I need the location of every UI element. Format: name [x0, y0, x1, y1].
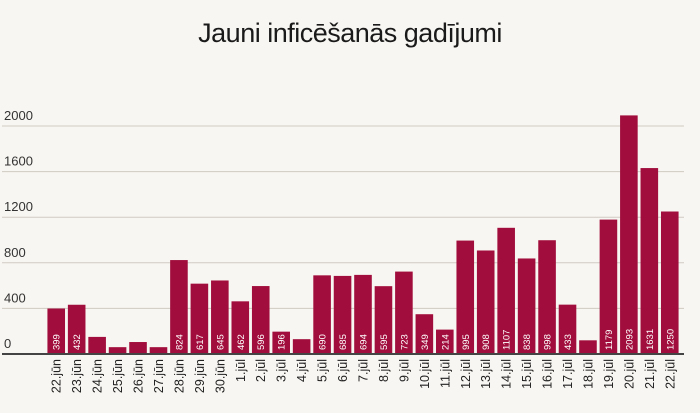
x-tick-label: 25.jūn — [111, 359, 125, 393]
bar — [415, 314, 434, 354]
x-tick-label: 7.jūl — [357, 359, 371, 382]
x-tick-label: 26.jūn — [132, 359, 146, 393]
bar — [333, 275, 352, 354]
data-label: 723 — [399, 334, 410, 350]
x-tick-label: 10.jūl — [418, 359, 432, 389]
data-label: 433 — [563, 334, 574, 350]
bar — [231, 301, 250, 354]
bar — [292, 339, 311, 354]
bar — [599, 219, 618, 354]
x-tick-label: 13.jūl — [479, 359, 493, 389]
data-label: 462 — [236, 334, 247, 350]
x-tick-label: 29.jūn — [193, 359, 207, 393]
data-label: 998 — [543, 334, 554, 350]
x-tick-label: 11.jūl — [438, 359, 452, 388]
x-tick-label: 20.jūl — [622, 359, 636, 389]
bar — [579, 340, 597, 354]
chart-title: Jauni inficēšanās gadījumi — [198, 18, 502, 48]
x-tick-label: 30.jūn — [213, 359, 227, 393]
x-tick-label: 8.jūl — [377, 359, 391, 382]
x-tick-label: 21.jūl — [643, 359, 657, 389]
data-label: 1631 — [645, 329, 656, 350]
bar — [88, 336, 106, 354]
data-label: 838 — [522, 334, 533, 350]
data-label: 824 — [174, 334, 185, 350]
bar — [149, 347, 168, 354]
x-tick-label: 24.jūn — [91, 359, 105, 393]
bar — [558, 304, 577, 354]
x-tick-label: 6.jūl — [336, 359, 350, 382]
bar — [211, 280, 229, 354]
y-tick-label: 1600 — [4, 154, 33, 169]
x-tick-label: 9.jūl — [397, 359, 411, 382]
bar — [129, 342, 147, 354]
data-label: 694 — [359, 334, 370, 350]
y-tick-label: 1200 — [4, 199, 33, 214]
bar — [660, 211, 679, 354]
bar — [517, 258, 536, 354]
x-tick-label: 17.jūl — [561, 359, 575, 389]
bar — [538, 240, 556, 354]
x-tick-label: 12.jūl — [459, 359, 473, 389]
bar — [354, 274, 372, 354]
data-label: 432 — [72, 334, 83, 350]
bar — [620, 115, 638, 354]
y-tick-label: 2000 — [4, 108, 33, 123]
y-tick-label: 400 — [4, 290, 26, 305]
x-tick-label: 27.jūn — [152, 359, 166, 393]
x-tick-label: 19.jūl — [602, 359, 616, 389]
bar — [374, 286, 393, 354]
x-tick-label: 22.jūn — [50, 359, 64, 393]
data-label: 196 — [277, 334, 288, 350]
bar — [640, 168, 659, 354]
data-label: 214 — [440, 334, 451, 350]
x-tick-label: 5.jūl — [316, 359, 330, 382]
data-label: 596 — [256, 334, 267, 350]
bar — [190, 283, 209, 354]
bar — [67, 304, 86, 354]
x-tick-label: 28.jūn — [172, 359, 186, 393]
x-tick-label: 2.jūl — [254, 359, 268, 382]
x-tick-label: 18.jūl — [581, 359, 595, 389]
y-tick-label: 800 — [4, 245, 26, 260]
data-label: 349 — [420, 334, 431, 350]
data-label: 595 — [379, 334, 390, 350]
x-tick-label: 3.jūl — [275, 359, 289, 382]
data-label: 2093 — [624, 329, 635, 350]
bar — [313, 275, 331, 354]
x-tick-label: 15.jūl — [520, 359, 534, 389]
data-label: 685 — [338, 334, 349, 350]
data-label: 908 — [481, 334, 492, 350]
bar — [476, 250, 495, 354]
data-label: 1179 — [604, 330, 615, 350]
bar — [395, 271, 413, 354]
data-label: 1250 — [665, 329, 676, 350]
data-label: 995 — [461, 334, 472, 350]
bar — [272, 331, 290, 354]
x-tick-label: 23.jūn — [70, 359, 84, 393]
bar — [456, 240, 475, 354]
data-label: 617 — [195, 334, 206, 350]
data-label: 690 — [318, 334, 329, 350]
bar — [251, 286, 270, 354]
data-label: 645 — [215, 334, 226, 350]
bar — [108, 347, 127, 354]
x-tick-label: 4.jūl — [295, 359, 309, 382]
x-tick-label: 14.jūl — [500, 359, 514, 389]
bar — [497, 227, 515, 354]
y-tick-label: 0 — [4, 336, 11, 351]
data-label: 399 — [52, 334, 63, 350]
x-tick-label: 16.jūl — [541, 359, 555, 389]
bar — [436, 329, 454, 354]
bar — [47, 308, 66, 354]
data-label: 1107 — [502, 330, 513, 350]
x-tick-label: 22.jūl — [663, 359, 677, 389]
bar — [170, 260, 188, 354]
x-tick-label: 1.jūl — [234, 359, 248, 382]
